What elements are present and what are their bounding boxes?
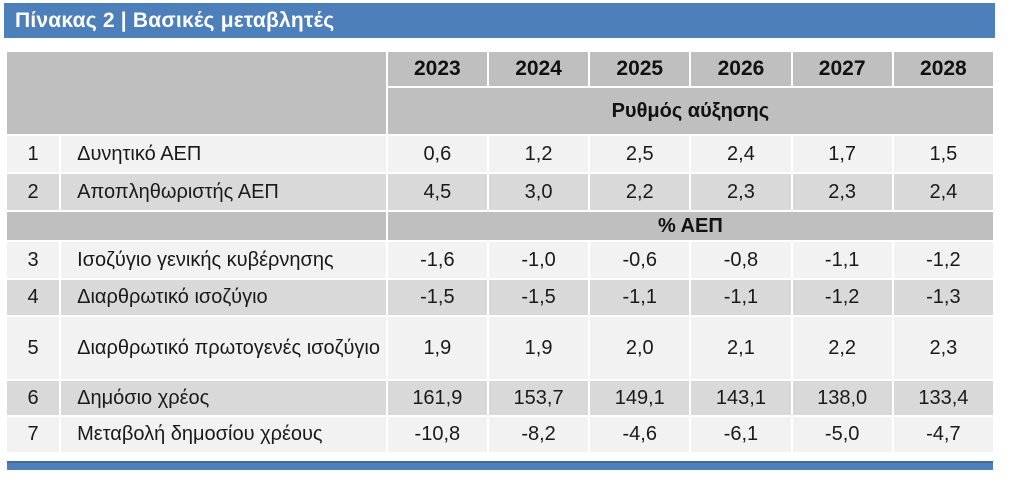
value-cell: 3,0 <box>488 174 589 210</box>
value-cell: 4,5 <box>387 174 487 210</box>
table-row: 5 Διαρθρωτικό πρωτογενές ισοζύγιο 1,9 1,… <box>7 317 993 379</box>
year-header: 2025 <box>590 52 690 86</box>
value-cell: 1,9 <box>488 317 589 379</box>
value-cell: 2,2 <box>590 174 690 210</box>
year-header-row: 2023 2024 2025 2026 2027 2028 <box>7 52 993 134</box>
value-cell: 2,3 <box>691 174 791 210</box>
row-label: Διαρθρωτικό ισοζύγιο <box>61 280 386 315</box>
value-cell: 2,1 <box>691 317 791 379</box>
row-number: 5 <box>7 317 60 379</box>
year-header: 2024 <box>488 52 589 86</box>
table-row: 1 Δυνητικό ΑΕΠ 0,6 1,2 2,5 2,4 1,7 1,5 <box>7 136 993 172</box>
row-number: 1 <box>7 136 60 172</box>
row-label: Δημόσιο χρέος <box>61 381 386 415</box>
row-number: 7 <box>7 417 60 452</box>
value-cell: -1,1 <box>792 242 892 278</box>
row-label: Δυνητικό ΑΕΠ <box>61 136 386 172</box>
value-cell: -1,2 <box>893 242 993 278</box>
section-band-growth-label: Ρυθμός αύξησης <box>387 88 993 134</box>
value-cell: 2,3 <box>792 174 892 210</box>
value-cell: -4,6 <box>590 417 690 452</box>
value-cell: 2,3 <box>893 317 993 379</box>
year-header: 2027 <box>792 52 892 86</box>
value-cell: 153,7 <box>488 381 589 415</box>
value-cell: 143,1 <box>691 381 791 415</box>
value-cell: 1,7 <box>792 136 892 172</box>
value-cell: -1,6 <box>387 242 487 278</box>
row-label: Αποπληθωριστής ΑΕΠ <box>61 174 386 210</box>
section-band-pct-spacer <box>7 212 386 240</box>
section-band-growth-row: Ρυθμός αύξησης <box>7 88 993 134</box>
value-cell: -1,1 <box>691 280 791 315</box>
value-cell: -1,0 <box>488 242 589 278</box>
section-band-pct-row: % ΑΕΠ <box>7 212 993 240</box>
row-number: 4 <box>7 280 60 315</box>
value-cell: 1,9 <box>387 317 487 379</box>
table-bottom-rule <box>7 461 993 470</box>
table-row: 7 Μεταβολή δημοσίου χρέους -10,8 -8,2 -4… <box>7 417 993 452</box>
value-cell: 1,5 <box>893 136 993 172</box>
row-label: Διαρθρωτικό πρωτογενές ισοζύγιο <box>61 317 386 379</box>
table-row: 4 Διαρθρωτικό ισοζύγιο -1,5 -1,5 -1,1 -1… <box>7 280 993 315</box>
value-cell: 2,4 <box>691 136 791 172</box>
value-cell: -8,2 <box>488 417 589 452</box>
value-cell: 2,4 <box>893 174 993 210</box>
value-cell: -1,5 <box>387 280 487 315</box>
main-table: 2023 2024 2025 2026 2027 2028 Ρυθμός αύξ… <box>5 50 995 454</box>
value-cell: 2,5 <box>590 136 690 172</box>
table-row: 3 Ισοζύγιο γενικής κυβέρνησης -1,6 -1,0 … <box>7 242 993 278</box>
row-number: 2 <box>7 174 60 210</box>
header-corner-cell <box>7 52 386 134</box>
year-header: 2023 <box>387 52 487 86</box>
value-cell: 0,6 <box>387 136 487 172</box>
value-cell: 1,2 <box>488 136 589 172</box>
value-cell: 149,1 <box>590 381 690 415</box>
value-cell: -0,6 <box>590 242 690 278</box>
page-title: Πίνακας 2 | Βασικές μεταβλητές <box>15 8 335 32</box>
value-cell: -1,3 <box>893 280 993 315</box>
value-cell: -4,7 <box>893 417 993 452</box>
value-cell: 161,9 <box>387 381 487 415</box>
value-cell: -1,1 <box>590 280 690 315</box>
section-band-pct-label: % ΑΕΠ <box>387 212 993 240</box>
year-header: 2028 <box>893 52 993 86</box>
value-cell: -10,8 <box>387 417 487 452</box>
value-cell: -6,1 <box>691 417 791 452</box>
year-header: 2026 <box>691 52 791 86</box>
value-cell: 2,0 <box>590 317 690 379</box>
value-cell: -1,2 <box>792 280 892 315</box>
row-label: Μεταβολή δημοσίου χρέους <box>61 417 386 452</box>
value-cell: 138,0 <box>792 381 892 415</box>
value-cell: 133,4 <box>893 381 993 415</box>
value-cell: -1,5 <box>488 280 589 315</box>
row-label: Ισοζύγιο γενικής κυβέρνησης <box>61 242 386 278</box>
value-cell: -5,0 <box>792 417 892 452</box>
row-number: 3 <box>7 242 60 278</box>
value-cell: -0,8 <box>691 242 791 278</box>
table-row: 2 Αποπληθωριστής ΑΕΠ 4,5 3,0 2,2 2,3 2,3… <box>7 174 993 210</box>
value-cell: 2,2 <box>792 317 892 379</box>
table-title-bar: Πίνακας 2 | Βασικές μεταβλητές <box>4 3 995 38</box>
table-row: 6 Δημόσιο χρέος 161,9 153,7 149,1 143,1 … <box>7 381 993 415</box>
row-number: 6 <box>7 381 60 415</box>
